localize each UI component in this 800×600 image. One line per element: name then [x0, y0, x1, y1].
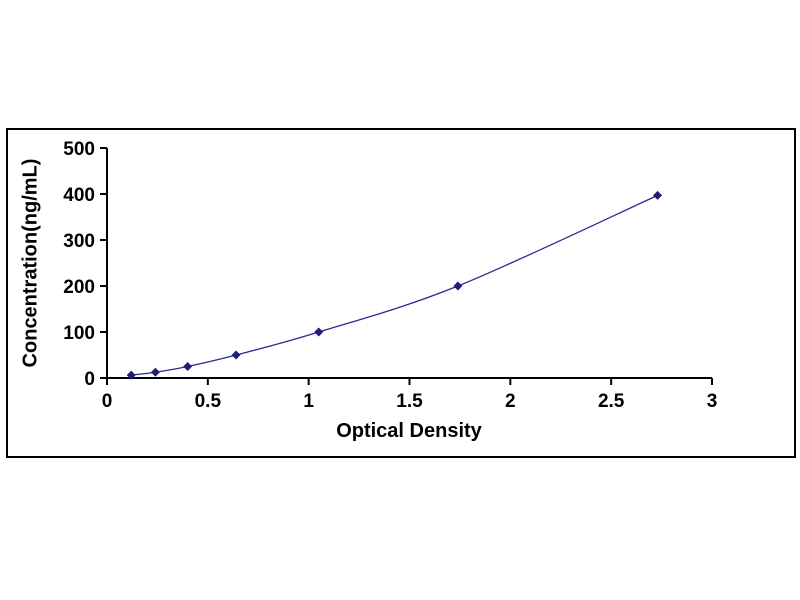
x-axis-label: Optical Density — [336, 420, 482, 442]
x-tick-label: 1.5 — [396, 391, 423, 412]
y-tick-label: 0 — [84, 369, 95, 390]
x-tick-label: 3 — [707, 391, 718, 412]
y-tick-label: 200 — [63, 277, 95, 298]
x-tick-label: 2.5 — [598, 391, 625, 412]
x-tick-label: 1 — [303, 391, 314, 412]
data-point-marker — [653, 190, 663, 200]
x-tick-label: 0.5 — [195, 391, 222, 412]
x-tick-label: 0 — [102, 391, 113, 412]
y-axis-label: Concentration(ng/mL) — [19, 158, 42, 368]
data-point-marker — [231, 350, 241, 360]
data-point-marker — [126, 370, 136, 380]
data-point-marker — [150, 367, 160, 377]
x-tick-label: 2 — [505, 391, 516, 412]
data-point-marker — [453, 281, 463, 291]
chart-canvas: 0 100 200 300 400 500 0 0.5 1 1.5 2 2.5 3 — [63, 139, 718, 412]
y-tick-label: 100 — [63, 323, 95, 344]
curve-line — [131, 194, 658, 376]
data-point-marker — [314, 327, 324, 337]
y-tick-label: 300 — [63, 231, 95, 252]
data-point-marker — [183, 362, 193, 371]
standard-curve-chart: 0 100 200 300 400 500 0 0.5 1 1.5 2 2.5 3 Concentrat… — [6, 128, 796, 458]
y-tick-label: 400 — [63, 185, 95, 206]
y-tick-label: 500 — [63, 139, 95, 160]
